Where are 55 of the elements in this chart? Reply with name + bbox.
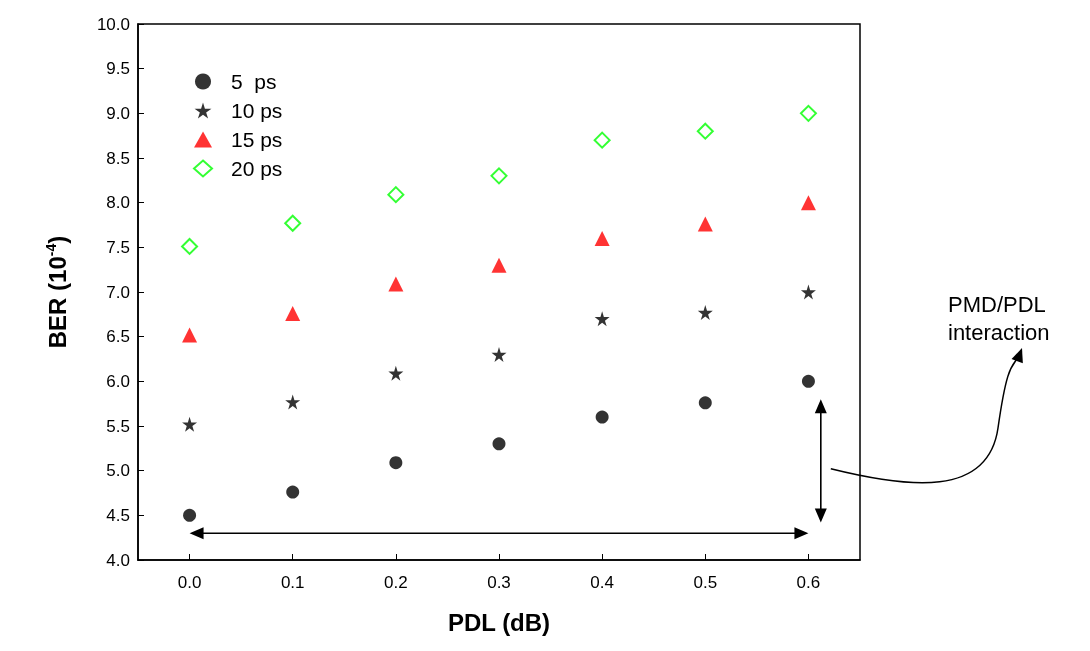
y-tick-label: 5.0 [106,461,130,481]
y-tick-label: 8.0 [106,193,130,213]
point [388,365,404,381]
point [698,396,712,410]
point [594,311,610,327]
x-tick-label: 0.4 [590,573,614,592]
point [697,216,713,232]
x-tick-label: 0.1 [280,573,305,592]
x-tick-label: 0.2 [384,573,408,592]
point [801,374,815,388]
point [285,305,301,321]
point [490,167,508,185]
point [285,394,301,410]
point [286,485,300,499]
point [800,195,816,211]
legend-label: 20 ps [231,157,283,180]
y-tick-label: 7.5 [106,237,130,257]
text: PMD/PDL interaction [948,291,1050,345]
point [388,276,404,292]
point [182,327,198,343]
x-tick-label: 0.0 [177,573,202,592]
point [492,437,506,451]
point [595,410,609,424]
legend-label: 10 ps [231,99,283,122]
point [387,186,405,204]
legend-label: 15 ps [231,128,283,151]
point [696,122,714,140]
legend-label: 5 ps [231,70,277,93]
x-axis-title: PDL (dB) [447,608,551,636]
point [799,104,817,122]
y-tick-label: 7.0 [106,282,130,302]
point [182,416,198,432]
point [284,214,302,232]
y-tick-label: 8.5 [106,148,130,168]
x-tick-label: 0.6 [796,573,821,592]
point [491,347,507,363]
point [697,305,713,321]
point [389,456,403,470]
y-tick-label: 10.0 [96,14,130,34]
y-tick-label: 4.5 [106,505,130,525]
point [800,284,816,300]
y-tick-label: 9.5 [106,59,130,79]
x-tick-label: 0.5 [693,573,718,592]
y-tick-label: 6.5 [106,327,130,347]
point [181,237,199,255]
point [594,230,610,246]
x-tick-label: 0.3 [487,573,511,592]
y-tick-label: 9.0 [106,103,130,123]
y-tick-label: 6.0 [106,371,130,391]
point [593,131,611,149]
y-tick-label: 4.0 [106,550,130,570]
point [183,508,197,522]
point [491,257,507,273]
y-axis-title: BER (10-4) [43,235,71,349]
y-tick-label: 5.5 [106,416,130,436]
